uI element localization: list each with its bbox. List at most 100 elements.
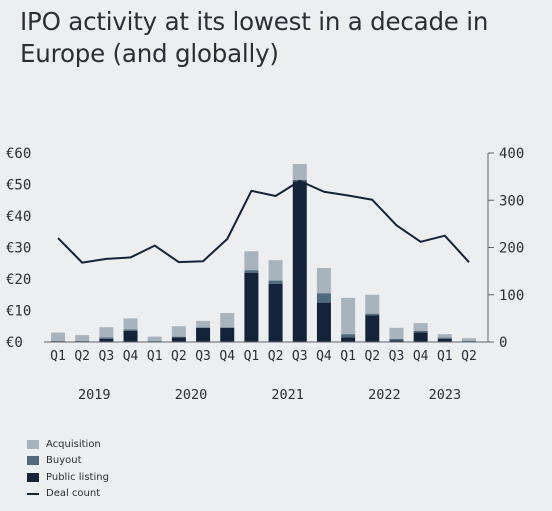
x-tick-label: Q4	[219, 349, 235, 364]
bar-public-listing	[244, 272, 259, 342]
year-label: 2023	[429, 387, 462, 403]
bar-buyout	[316, 293, 331, 303]
y-right-tick-label: 400	[499, 146, 524, 162]
bar-acquisition	[389, 327, 404, 339]
y-right-tick-label: 0	[499, 335, 507, 351]
year-label: 2022	[368, 387, 401, 403]
bar-acquisition	[220, 313, 235, 328]
y-right-tick-label: 200	[499, 241, 524, 257]
bar-public-listing	[413, 332, 428, 342]
bar-buyout	[99, 337, 114, 339]
chart-title: IPO activity at its lowest in a decade i…	[20, 7, 489, 68]
bar-acquisition	[437, 334, 452, 338]
y-right-tick-label: 100	[499, 288, 524, 304]
bar-buyout	[171, 336, 186, 338]
bar-acquisition	[51, 332, 65, 341]
legend-item-acquisition: Acquisition	[27, 436, 109, 453]
bar-acquisition	[268, 260, 283, 281]
x-tick-label: Q3	[389, 349, 405, 364]
legend-label-deal-count: Deal count	[46, 488, 101, 500]
bar-buyout	[462, 340, 476, 342]
chart-svg: €60 €50 €40 €30 €20 €10 €0 400 300 200 100 0 Q1 Q2 Q3 Q…	[6, 146, 524, 403]
bar-acquisition	[244, 251, 259, 271]
x-tick-label: Q1	[244, 349, 260, 364]
bar-public-listing	[220, 327, 235, 342]
x-tick-label: Q2	[171, 349, 187, 364]
x-tick-label: Q3	[292, 349, 308, 364]
bar-public-listing	[316, 302, 331, 342]
bar-buyout	[341, 334, 356, 338]
legend-label-public-listing: Public listing	[46, 471, 109, 483]
y-right-tick-label: 300	[499, 193, 524, 209]
x-tick-label: Q1	[340, 349, 356, 364]
y-left-tick-label: €10	[6, 304, 31, 320]
x-tick-label: Q2	[268, 349, 284, 364]
bar-acquisition	[365, 294, 380, 314]
bar-public-listing	[341, 337, 356, 342]
y-left-tick-label: €50	[6, 178, 31, 194]
legend-item-public-listing: Public listing	[27, 469, 109, 486]
bar-acquisition	[123, 318, 138, 330]
bar-buyout	[220, 327, 235, 328]
x-tick-label: Q1	[437, 349, 453, 364]
bar-buyout	[389, 338, 404, 341]
bar-acquisition	[171, 326, 186, 337]
x-tick-label: Q1	[147, 349, 163, 364]
bar-acquisition	[462, 338, 476, 341]
bar-public-listing	[171, 337, 186, 342]
bar-buyout	[268, 280, 283, 284]
x-tick-label: Q1	[50, 349, 66, 364]
bar-public-listing	[268, 283, 283, 342]
bar-acquisition	[75, 335, 90, 341]
x-tick-label: Q4	[316, 349, 332, 364]
legend-line-deal-count	[27, 492, 39, 495]
bar-public-listing	[437, 338, 452, 342]
deal-count-line	[57, 179, 470, 264]
year-label: 2021	[271, 387, 304, 403]
bar-acquisition	[413, 323, 428, 331]
x-tick-label: Q4	[413, 349, 429, 364]
bar-public-listing	[365, 315, 380, 342]
bar-public-listing	[389, 340, 404, 342]
legend-label-acquisition: Acquisition	[46, 438, 101, 450]
legend-swatch-acquisition	[27, 439, 39, 449]
year-label: 2019	[78, 387, 111, 403]
bar-acquisition	[292, 164, 307, 180]
y-left-tick-label: €20	[6, 272, 31, 288]
legend-label-buyout: Buyout	[46, 455, 82, 467]
x-tick-label: Q2	[461, 349, 477, 364]
bar-acquisition	[196, 320, 211, 328]
bar-acquisition	[341, 297, 356, 335]
x-tick-label: Q4	[123, 349, 139, 364]
x-tick-label: Q2	[364, 349, 380, 364]
bar-buyout	[413, 330, 428, 333]
legend-item-deal-count: Deal count	[27, 486, 109, 503]
legend-item-buyout: Buyout	[27, 453, 109, 470]
bar-buyout	[196, 327, 211, 328]
bar-acquisition	[147, 336, 162, 342]
bar-public-listing	[99, 338, 114, 342]
bar-public-listing	[123, 330, 138, 342]
bar-buyout	[123, 329, 138, 331]
bar-buyout	[75, 340, 90, 342]
bar-acquisition	[316, 267, 331, 294]
x-tick-label: Q2	[74, 349, 90, 364]
bar-buyout	[365, 313, 380, 316]
bar-buyout	[51, 340, 65, 342]
bar-buyout	[244, 270, 259, 273]
bar-buyout	[437, 337, 452, 339]
legend-swatch-public-listing	[27, 472, 39, 482]
y-left-tick-label: €30	[6, 241, 31, 257]
bar-acquisition	[99, 327, 114, 338]
x-tick-label: Q3	[195, 349, 211, 364]
x-tick-label: Q3	[99, 349, 115, 364]
legend: Acquisition Buyout Public listing Deal c…	[27, 436, 109, 502]
y-left-tick-label: €0	[6, 335, 23, 351]
year-label: 2020	[175, 387, 208, 403]
legend-swatch-buyout	[27, 456, 39, 466]
bar-public-listing	[196, 327, 211, 342]
y-left-tick-label: €60	[6, 146, 31, 162]
bar-public-listing	[292, 181, 307, 342]
y-left-tick-label: €40	[6, 209, 31, 225]
